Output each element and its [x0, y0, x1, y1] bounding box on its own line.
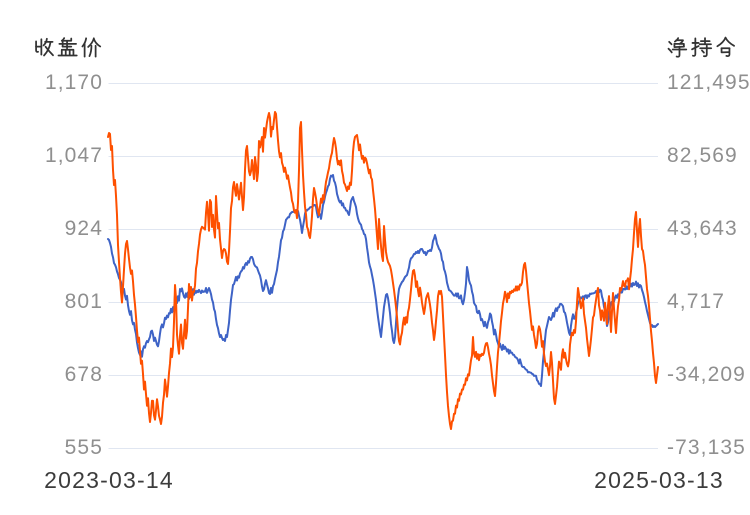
svg-text:924: 924: [65, 217, 103, 240]
svg-text:678: 678: [65, 363, 103, 386]
svg-text:2025-03-13: 2025-03-13: [594, 467, 724, 493]
svg-text:-34,209: -34,209: [667, 363, 746, 386]
svg-text:2023-03-14: 2023-03-14: [44, 467, 174, 493]
svg-text:1,047: 1,047: [45, 144, 103, 167]
svg-text:82,569: 82,569: [667, 144, 738, 167]
svg-text:43,643: 43,643: [667, 217, 738, 240]
svg-text:4,717: 4,717: [667, 290, 725, 313]
svg-text:121,495: 121,495: [667, 71, 750, 94]
svg-text:555: 555: [65, 436, 103, 459]
svg-text:1,170: 1,170: [45, 71, 103, 94]
svg-text:-73,135: -73,135: [667, 436, 746, 459]
svg-text:801: 801: [65, 290, 103, 313]
